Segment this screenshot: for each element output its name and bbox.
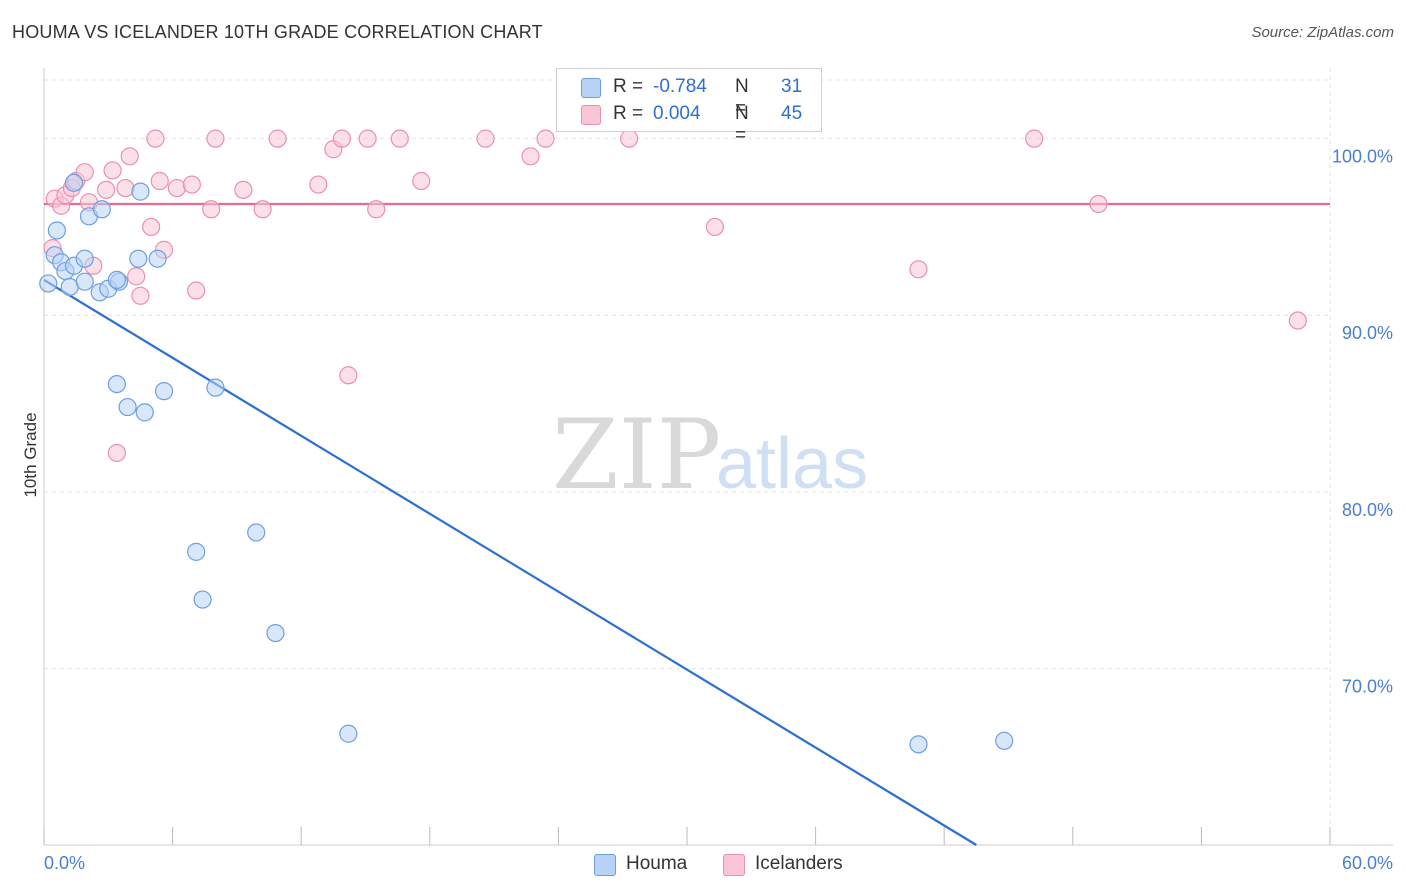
- icelanders-point[interactable]: [309, 175, 328, 194]
- icelanders-point[interactable]: [116, 178, 135, 198]
- icelanders-point[interactable]: [620, 129, 639, 148]
- source-credit: Source: ZipAtlas.com: [1251, 24, 1394, 41]
- y-tick-label: 80.0%: [1342, 500, 1393, 520]
- icelanders-point[interactable]: [206, 129, 225, 148]
- icelanders-n-label: N =: [735, 103, 749, 146]
- y-tick-label: 70.0%: [1342, 676, 1393, 696]
- icelanders-point[interactable]: [103, 161, 122, 180]
- houma-n-value: 31: [781, 76, 803, 97]
- icelanders-point[interactable]: [131, 286, 150, 305]
- houma-point[interactable]: [154, 382, 174, 401]
- houma-point[interactable]: [148, 249, 167, 268]
- icelanders-point[interactable]: [476, 129, 495, 148]
- x-tick-label-start: 0.0%: [44, 853, 85, 873]
- y-tick-label: 100.0%: [1332, 147, 1393, 167]
- houma-point[interactable]: [75, 249, 94, 268]
- houma-point[interactable]: [206, 378, 225, 397]
- houma-point[interactable]: [995, 731, 1014, 750]
- icelanders-point[interactable]: [1288, 311, 1307, 330]
- stats-legend: R = -0.784 N = 31 R = 0.004 N = 45: [556, 68, 822, 146]
- houma-n-label: N =: [735, 76, 749, 119]
- icelanders-point[interactable]: [909, 260, 928, 279]
- icelanders-point[interactable]: [142, 217, 161, 237]
- icelanders-n-value: 45: [781, 103, 803, 124]
- houma-swatch: [581, 78, 601, 98]
- houma-r-value: -0.784: [653, 76, 707, 97]
- icelanders-point[interactable]: [390, 129, 409, 148]
- icelanders-point[interactable]: [521, 147, 540, 166]
- icelanders-point[interactable]: [339, 366, 358, 385]
- icelanders-point[interactable]: [107, 443, 126, 463]
- icelanders-legend-swatch: [723, 854, 745, 876]
- icelanders-point[interactable]: [332, 129, 352, 148]
- houma-point[interactable]: [107, 270, 126, 290]
- icelanders-point[interactable]: [253, 200, 272, 219]
- icelanders-point[interactable]: [1089, 194, 1108, 214]
- axes: [43, 68, 1393, 846]
- x-tick-label-end: 60.0%: [1342, 853, 1393, 873]
- houma-point[interactable]: [92, 200, 111, 219]
- houma-legend-label: Houma: [626, 853, 688, 874]
- icelanders-point[interactable]: [705, 217, 724, 237]
- icelanders-point[interactable]: [127, 267, 146, 286]
- watermark-atlas: atlas: [716, 424, 868, 504]
- houma-point[interactable]: [135, 403, 154, 422]
- trend-lines: [43, 202, 1330, 846]
- icelanders-point[interactable]: [97, 180, 116, 199]
- houma-point[interactable]: [118, 397, 137, 417]
- houma-point[interactable]: [39, 274, 58, 293]
- icelanders-point[interactable]: [146, 129, 165, 148]
- y-tick-label: 90.0%: [1342, 323, 1393, 343]
- houma-point[interactable]: [107, 374, 126, 394]
- icelanders-swatch: [581, 105, 601, 125]
- icelanders-point[interactable]: [120, 147, 139, 166]
- icelanders-point[interactable]: [234, 180, 253, 199]
- icelanders-point[interactable]: [182, 175, 201, 194]
- icelanders-point[interactable]: [412, 171, 431, 191]
- houma-point[interactable]: [909, 735, 928, 754]
- houma-trend-line: [43, 278, 977, 846]
- houma-point[interactable]: [75, 272, 94, 291]
- houma-point[interactable]: [247, 523, 266, 542]
- icelanders-point[interactable]: [367, 200, 386, 219]
- houma-point[interactable]: [193, 590, 212, 609]
- icelanders-point[interactable]: [1025, 129, 1044, 148]
- tick-labels: 70.0% 80.0% 90.0% 100.0% 0.0% 60.0%: [44, 147, 1393, 873]
- icelanders-point[interactable]: [150, 171, 169, 191]
- icelanders-point[interactable]: [167, 178, 186, 198]
- houma-point[interactable]: [187, 542, 206, 561]
- houma-point[interactable]: [131, 182, 150, 201]
- icelanders-legend-label: Icelanders: [755, 853, 843, 874]
- y-axis-label: 10th Grade: [21, 412, 40, 497]
- icelanders-r-value: 0.004: [653, 103, 701, 124]
- icelanders-point[interactable]: [358, 129, 377, 148]
- icelanders-point[interactable]: [268, 129, 287, 148]
- houma-legend-swatch: [594, 854, 616, 876]
- watermark-zip: ZIP: [552, 399, 721, 511]
- data-points: [39, 129, 1307, 754]
- icelanders-point[interactable]: [187, 281, 206, 300]
- watermark: ZIP atlas: [552, 399, 868, 511]
- houma-point[interactable]: [64, 173, 84, 192]
- icelanders-point[interactable]: [202, 200, 221, 219]
- houma-point[interactable]: [339, 724, 358, 743]
- icelanders-point[interactable]: [536, 129, 555, 148]
- chart-title: HOUMA VS ICELANDER 10TH GRADE CORRELATIO…: [12, 22, 543, 42]
- houma-point[interactable]: [266, 623, 285, 643]
- houma-point[interactable]: [47, 221, 66, 240]
- icelanders-r-label: R =: [613, 103, 644, 124]
- houma-r-label: R =: [613, 76, 644, 97]
- houma-point[interactable]: [129, 249, 148, 268]
